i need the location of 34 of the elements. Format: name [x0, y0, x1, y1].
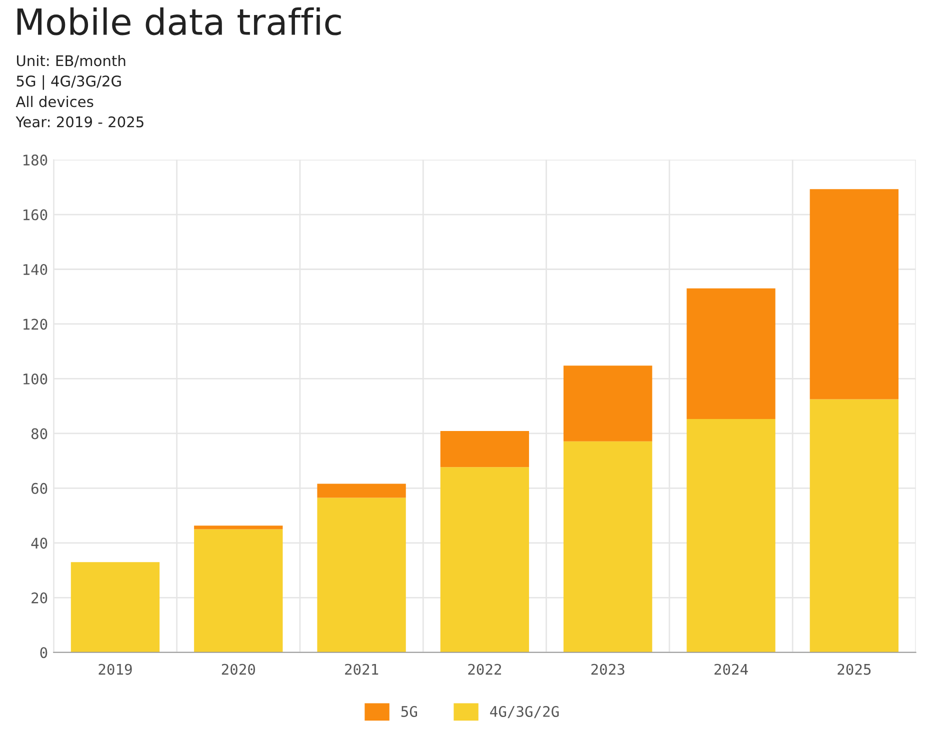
bar — [810, 189, 899, 400]
bar — [686, 288, 776, 419]
legend-label: 5G — [401, 706, 418, 718]
bar — [686, 418, 776, 652]
bar — [194, 526, 283, 530]
bar — [564, 441, 652, 652]
x-tick-label: 2020 — [222, 664, 255, 675]
legend-label: 4G/3G/2G — [490, 706, 559, 718]
y-tick-label: 140 — [24, 264, 48, 276]
bar — [440, 430, 530, 468]
bar — [194, 529, 283, 652]
y-tick-label: 40 — [31, 538, 48, 549]
x-tick-label: 2023 — [591, 664, 624, 675]
y-tick-label: 100 — [24, 373, 48, 385]
bar — [440, 467, 530, 652]
bar — [70, 562, 160, 652]
bar — [317, 484, 406, 498]
bar — [564, 366, 652, 442]
y-tick-label: 180 — [24, 154, 48, 166]
y-tick-label: 160 — [24, 209, 48, 220]
x-tick-label: 2019 — [98, 664, 132, 675]
x-tick-label: 2022 — [468, 664, 502, 675]
y-tick-label: 120 — [24, 318, 48, 330]
bar — [810, 399, 899, 652]
y-tick-label: 60 — [31, 482, 48, 494]
x-tick-label: 2025 — [838, 664, 871, 675]
chart-title: Mobile data traffic — [17, 7, 341, 36]
y-tick-label: 80 — [31, 428, 48, 440]
x-tick-label: 2024 — [714, 664, 748, 675]
chart-subtitle: Unit: EB/month 5G | 4G/3G/2G All devices Year: 2019 - 2025 — [16, 54, 144, 128]
x-tick-label: 2021 — [345, 664, 378, 675]
bar — [317, 498, 406, 652]
y-tick-label: 0 — [40, 647, 48, 658]
y-tick-label: 20 — [32, 592, 48, 604]
